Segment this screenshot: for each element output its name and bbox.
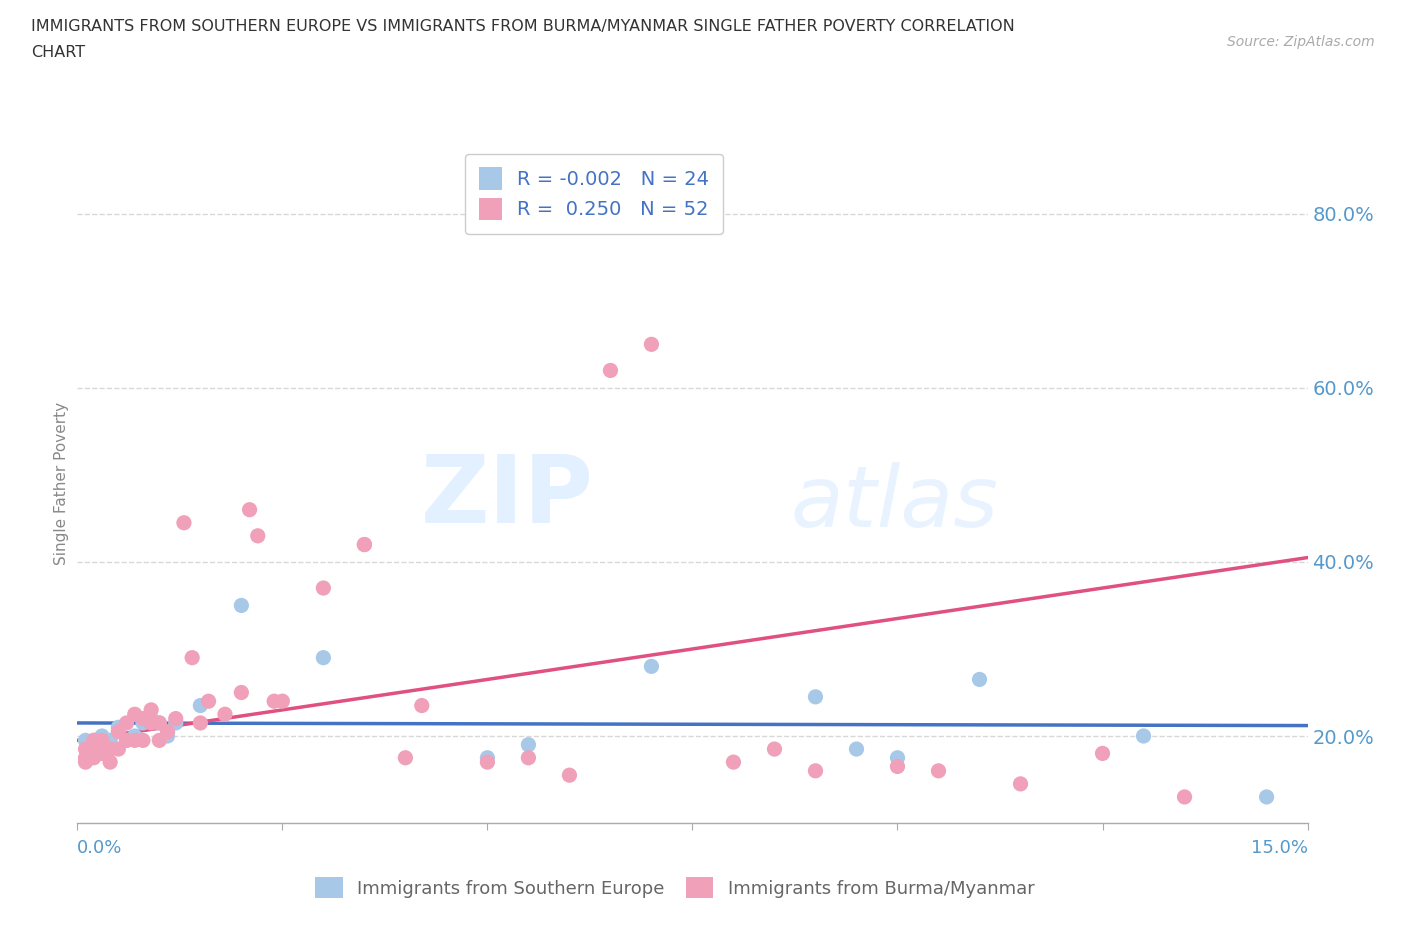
Point xyxy=(188,698,212,713)
Point xyxy=(1256,790,1278,804)
Point xyxy=(246,528,269,543)
Point xyxy=(1132,728,1154,743)
Point xyxy=(107,724,129,739)
Text: CHART: CHART xyxy=(31,45,84,60)
Point xyxy=(132,733,155,748)
Point xyxy=(271,694,294,709)
Legend: R = -0.002   N = 24, R =  0.250   N = 52: R = -0.002 N = 24, R = 0.250 N = 52 xyxy=(465,153,723,233)
Legend: Immigrants from Southern Europe, Immigrants from Burma/Myanmar: Immigrants from Southern Europe, Immigra… xyxy=(307,868,1043,907)
Point xyxy=(353,538,375,552)
Point xyxy=(165,715,187,730)
Point xyxy=(845,741,868,756)
Point xyxy=(90,728,114,743)
Point xyxy=(181,650,204,665)
Point xyxy=(197,694,219,709)
Point xyxy=(115,733,138,748)
Point xyxy=(156,728,179,743)
Point xyxy=(156,724,179,739)
Point xyxy=(1174,790,1197,804)
Y-axis label: Single Father Poverty: Single Father Poverty xyxy=(53,402,69,565)
Point xyxy=(83,733,105,748)
Point xyxy=(83,741,105,756)
Point xyxy=(928,764,950,778)
Text: IMMIGRANTS FROM SOUTHERN EUROPE VS IMMIGRANTS FROM BURMA/MYANMAR SINGLE FATHER P: IMMIGRANTS FROM SOUTHERN EUROPE VS IMMIG… xyxy=(31,19,1015,33)
Point xyxy=(1010,777,1032,791)
Point xyxy=(969,672,991,687)
Point xyxy=(804,764,827,778)
Point xyxy=(517,737,540,752)
Point xyxy=(90,733,114,748)
Point xyxy=(124,733,146,748)
Point xyxy=(75,751,97,765)
Point xyxy=(312,580,335,595)
Point xyxy=(98,754,121,769)
Point xyxy=(214,707,236,722)
Point xyxy=(141,711,163,726)
Text: 15.0%: 15.0% xyxy=(1250,839,1308,857)
Point xyxy=(886,751,908,765)
Point xyxy=(763,741,786,756)
Text: atlas: atlas xyxy=(792,462,998,546)
Point xyxy=(1091,746,1114,761)
Point xyxy=(723,754,745,769)
Point xyxy=(558,768,581,783)
Point xyxy=(75,741,97,756)
Text: ZIP: ZIP xyxy=(422,451,595,543)
Point xyxy=(107,720,129,735)
Point xyxy=(98,733,121,748)
Point xyxy=(394,751,416,765)
Point xyxy=(411,698,433,713)
Point xyxy=(599,363,621,378)
Point xyxy=(640,337,662,352)
Point xyxy=(173,515,195,530)
Point xyxy=(312,650,335,665)
Text: 0.0%: 0.0% xyxy=(77,839,122,857)
Point xyxy=(148,715,170,730)
Point xyxy=(239,502,262,517)
Point xyxy=(75,754,97,769)
Point xyxy=(263,694,285,709)
Text: Source: ZipAtlas.com: Source: ZipAtlas.com xyxy=(1227,35,1375,49)
Point xyxy=(107,741,129,756)
Point xyxy=(83,733,105,748)
Point xyxy=(148,733,170,748)
Point xyxy=(124,707,146,722)
Point xyxy=(90,746,114,761)
Point xyxy=(231,685,253,700)
Point xyxy=(477,754,499,769)
Point xyxy=(804,689,827,704)
Point xyxy=(165,711,187,726)
Point xyxy=(141,715,163,730)
Point xyxy=(148,715,170,730)
Point xyxy=(124,728,146,743)
Point xyxy=(477,751,499,765)
Point xyxy=(132,715,155,730)
Point xyxy=(231,598,253,613)
Point xyxy=(353,538,375,552)
Point xyxy=(640,659,662,674)
Point xyxy=(517,751,540,765)
Point xyxy=(188,715,212,730)
Point xyxy=(132,711,155,726)
Point xyxy=(115,733,138,748)
Point xyxy=(75,733,97,748)
Point xyxy=(83,751,105,765)
Point xyxy=(115,715,138,730)
Point xyxy=(98,741,121,756)
Point xyxy=(141,702,163,717)
Point xyxy=(886,759,908,774)
